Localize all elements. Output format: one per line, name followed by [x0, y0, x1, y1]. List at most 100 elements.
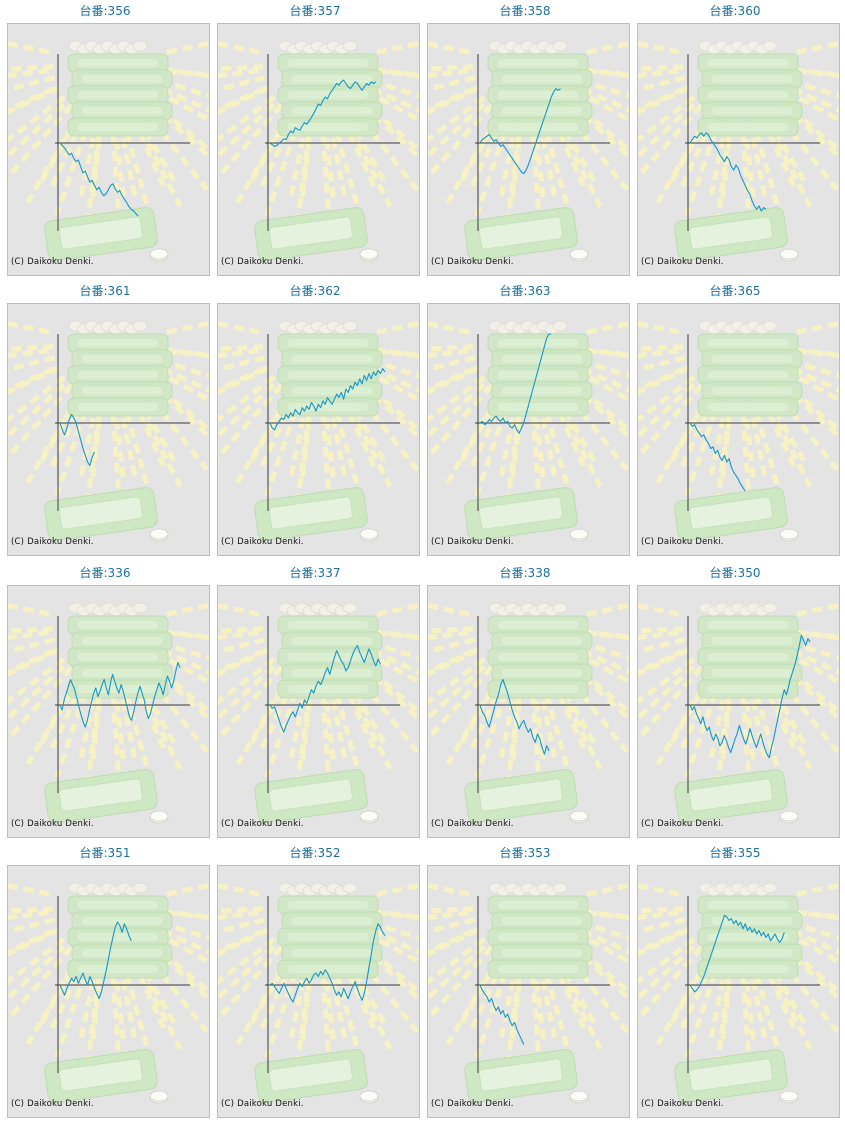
- machine-number-link[interactable]: 台番:337: [289, 566, 341, 580]
- machine-number-link[interactable]: 台番:356: [79, 4, 131, 18]
- slump-graph-svg: [8, 320, 209, 542]
- slump-line: [689, 132, 767, 212]
- machine-number-link[interactable]: 台番:336: [79, 566, 131, 580]
- machine-card: 台番:356 (C) Daikoku Denki.: [0, 0, 210, 280]
- background-artwork: [638, 602, 839, 824]
- copyright-text: (C) Daikoku Denki.: [641, 537, 724, 547]
- copyright-text: (C) Daikoku Denki.: [11, 819, 94, 829]
- machine-number-link[interactable]: 台番:358: [499, 4, 551, 18]
- copyright-text: (C) Daikoku Denki.: [11, 1099, 94, 1109]
- machine-card: 台番:350 (C) Daikoku Denki.: [630, 562, 840, 842]
- machine-number-link[interactable]: 台番:353: [499, 846, 551, 860]
- copyright-text: (C) Daikoku Denki.: [431, 819, 514, 829]
- slump-graph-svg: [638, 882, 839, 1104]
- slump-line: [689, 914, 785, 993]
- slump-graph[interactable]: (C) Daikoku Denki.: [637, 585, 840, 838]
- background-artwork: [638, 320, 839, 542]
- slump-graph[interactable]: (C) Daikoku Denki.: [427, 865, 630, 1118]
- copyright-text: (C) Daikoku Denki.: [221, 257, 304, 267]
- slump-graph-svg: [428, 602, 629, 824]
- machine-card: 台番:358 (C) Daikoku Denki.: [420, 0, 630, 280]
- slump-graph-svg: [428, 882, 629, 1104]
- slump-line: [479, 333, 552, 434]
- copyright-text: (C) Daikoku Denki.: [431, 537, 514, 547]
- copyright-text: (C) Daikoku Denki.: [641, 257, 724, 267]
- slump-graph-svg: [218, 320, 419, 542]
- machine-number-link[interactable]: 台番:350: [709, 566, 761, 580]
- slump-line: [269, 644, 381, 733]
- slump-graph[interactable]: (C) Daikoku Denki.: [7, 585, 210, 838]
- slump-line: [59, 413, 96, 467]
- machine-number-link[interactable]: 台番:355: [709, 846, 761, 860]
- slump-graph-svg: [638, 320, 839, 542]
- machine-card: 台番:353 (C) Daikoku Denki.: [420, 842, 630, 1122]
- slump-graph[interactable]: (C) Daikoku Denki.: [7, 303, 210, 556]
- machine-number-link[interactable]: 台番:361: [79, 284, 131, 298]
- machine-card: 台番:351 (C) Daikoku Denki.: [0, 842, 210, 1122]
- background-artwork: [638, 40, 839, 262]
- copyright-text: (C) Daikoku Denki.: [431, 257, 514, 267]
- background-artwork: [638, 882, 839, 1104]
- copyright-text: (C) Daikoku Denki.: [11, 537, 94, 547]
- slump-graph[interactable]: (C) Daikoku Denki.: [427, 23, 630, 276]
- slump-line: [269, 368, 386, 431]
- slump-line: [269, 923, 386, 1003]
- machine-number-link[interactable]: 台番:360: [709, 4, 761, 18]
- slump-line: [479, 678, 550, 755]
- background-artwork: [8, 602, 209, 824]
- copyright-text: (C) Daikoku Denki.: [641, 819, 724, 829]
- background-artwork: [8, 320, 209, 542]
- background-artwork: [218, 320, 419, 542]
- copyright-text: (C) Daikoku Denki.: [221, 819, 304, 829]
- background-artwork: [428, 320, 629, 542]
- slump-graph[interactable]: (C) Daikoku Denki.: [7, 865, 210, 1118]
- slump-graph[interactable]: (C) Daikoku Denki.: [7, 23, 210, 276]
- slump-line: [689, 422, 746, 492]
- machine-number-link[interactable]: 台番:365: [709, 284, 761, 298]
- copyright-text: (C) Daikoku Denki.: [221, 1099, 304, 1109]
- slump-graph-svg: [8, 40, 209, 262]
- background-artwork: [8, 40, 209, 262]
- slump-graph[interactable]: (C) Daikoku Denki.: [637, 23, 840, 276]
- background-artwork: [218, 882, 419, 1104]
- machine-number-link[interactable]: 台番:357: [289, 4, 341, 18]
- slump-line: [59, 921, 132, 1000]
- machine-card: 台番:357 (C) Daikoku Denki.: [210, 0, 420, 280]
- machine-card: 台番:336 (C) Daikoku Denki.: [0, 562, 210, 842]
- copyright-text: (C) Daikoku Denki.: [641, 1099, 724, 1109]
- machine-card: 台番:363 (C) Daikoku Denki.: [420, 280, 630, 560]
- machine-number-link[interactable]: 台番:352: [289, 846, 341, 860]
- slump-line: [59, 661, 181, 728]
- slump-graph[interactable]: (C) Daikoku Denki.: [427, 303, 630, 556]
- machine-number-link[interactable]: 台番:362: [289, 284, 341, 298]
- machine-card: 台番:352 (C) Daikoku Denki.: [210, 842, 420, 1122]
- slump-graph[interactable]: (C) Daikoku Denki.: [217, 303, 420, 556]
- background-artwork: [218, 602, 419, 824]
- slump-graph-svg: [8, 602, 209, 824]
- copyright-text: (C) Daikoku Denki.: [221, 537, 304, 547]
- copyright-text: (C) Daikoku Denki.: [431, 1099, 514, 1109]
- slump-graph[interactable]: (C) Daikoku Denki.: [217, 585, 420, 838]
- slump-graph[interactable]: (C) Daikoku Denki.: [637, 303, 840, 556]
- machine-number-link[interactable]: 台番:363: [499, 284, 551, 298]
- background-artwork: [428, 882, 629, 1104]
- slump-line: [689, 634, 811, 759]
- slump-graph[interactable]: (C) Daikoku Denki.: [217, 23, 420, 276]
- machine-number-link[interactable]: 台番:338: [499, 566, 551, 580]
- slump-line: [269, 79, 377, 147]
- slump-graph-svg: [218, 882, 419, 1104]
- machine-number-link[interactable]: 台番:351: [79, 846, 131, 860]
- slump-graph[interactable]: (C) Daikoku Denki.: [217, 865, 420, 1118]
- machine-card: 台番:365 (C) Daikoku Denki.: [630, 280, 840, 560]
- slump-graph-svg: [8, 882, 209, 1104]
- background-artwork: [218, 40, 419, 262]
- slump-graph-svg: [428, 320, 629, 542]
- machine-card: 台番:362 (C) Daikoku Denki.: [210, 280, 420, 560]
- slump-graph-svg: [638, 40, 839, 262]
- slump-graph[interactable]: (C) Daikoku Denki.: [637, 865, 840, 1118]
- slump-graph[interactable]: (C) Daikoku Denki.: [427, 585, 630, 838]
- slump-graph-svg: [218, 40, 419, 262]
- machine-card: 台番:355 (C) Daikoku Denki.: [630, 842, 840, 1122]
- machine-card: 台番:360 (C) Daikoku Denki.: [630, 0, 840, 280]
